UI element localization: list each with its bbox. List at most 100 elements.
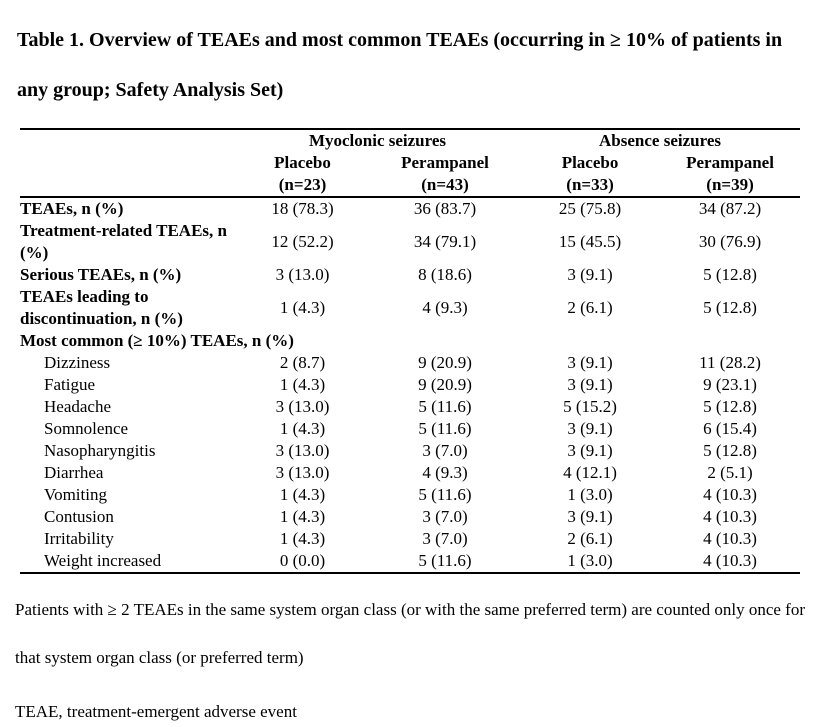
value-cell: 3 (9.1) [567,441,613,460]
col-header-n: (n=33) [566,175,614,194]
value-cell: 3 (9.1) [567,419,613,438]
col-header-drug: Perampanel [686,153,774,172]
value-cell: 4 (10.3) [703,485,757,504]
value-cell: 1 (4.3) [279,419,326,438]
group-header-absence: Absence seizures [599,131,722,150]
footnote-counting-rule: Patients with ≥ 2 TEAEs in the same syst… [15,600,806,667]
value-cell: 1 (4.3) [279,529,326,548]
value-cell: 3 (13.0) [275,463,330,482]
value-cell: 34 (87.2) [698,199,762,218]
table-row: Diarrhea 3 (13.0) 4 (9.3) 4 (12.1) 2 (5.1) [20,462,800,484]
table-row: TEAEs leading to discontinuation, n (%) 1… [20,286,800,330]
table-row: TEAEs, n (%) 18 (78.3) 36 (83.7) 25 (75.8) 3… [20,197,800,220]
value-cell: 4 (12.1) [563,463,617,482]
table-row: Irritability 1 (4.3) 3 (7.0) 2 (6.1) 4 (10.3… [20,528,800,550]
table-row: Vomiting 1 (4.3) 5 (11.6) 1 (3.0) 4 (10.3) [20,484,800,506]
table-row: Somnolence 1 (4.3) 5 (11.6) 3 (9.1) 6 (15.4) [20,418,800,440]
row-label: Weight increased [44,551,162,570]
value-cell: 1 (4.3) [279,375,326,394]
row-label: Dizziness [44,353,111,372]
empty-header-cell [20,174,235,197]
section-header-cell: Most common (≥ 10%) TEAEs, n (%) [20,331,294,350]
col-header-n: (n=23) [278,175,327,194]
value-cell: 5 (12.8) [703,397,757,416]
row-label: Nasopharyngitis [44,441,156,460]
col-header-drug: Perampanel [401,153,489,172]
empty-header-cell [20,152,235,174]
value-cell: 4 (10.3) [703,507,757,526]
row-label: Fatigue [44,375,95,394]
col-header-drug: Placebo [274,153,331,172]
value-cell: 3 (7.0) [422,507,468,526]
value-cell: 5 (12.8) [703,265,757,284]
value-cell: 18 (78.3) [271,199,334,218]
value-cell: 5 (15.2) [563,397,617,416]
table-row: Dizziness 2 (8.7) 9 (20.9) 3 (9.1) 11 (28.2) [20,352,800,374]
table-row: Nasopharyngitis 3 (13.0) 3 (7.0) 3 (9.1) 5 (… [20,440,800,462]
value-cell: 1 (3.0) [567,551,613,570]
value-cell: 3 (7.0) [422,529,468,548]
row-label: Headache [44,397,112,416]
table-row: Contusion 1 (4.3) 3 (7.0) 3 (9.1) 4 (10.3) [20,506,800,528]
n-header-row: (n=23) (n=43) (n=33) (n=39) [20,174,800,197]
row-label: Irritability [44,529,114,548]
table-header: Myoclonic seizures Absence seizures Plac… [20,129,801,197]
value-cell: 3 (13.0) [275,441,330,460]
empty-header-cell [20,129,235,152]
value-cell: 2 (6.1) [567,529,613,548]
value-cell: 5 (11.6) [418,419,472,438]
value-cell: 5 (12.8) [703,441,757,460]
value-cell: 5 (12.8) [703,298,757,317]
document-page: Table 1. Overview of TEAEs and most comm… [0,15,820,727]
value-cell: 0 (0.0) [279,551,326,570]
value-cell: 36 (83.7) [413,199,477,218]
value-cell: 4 (9.3) [422,298,468,317]
table-row: Headache 3 (13.0) 5 (11.6) 5 (15.2) 5 (12.8) [20,396,800,418]
footnote-abbreviation: TEAE, treatment-emergent adverse event [15,702,297,721]
value-cell: 30 (76.9) [698,232,762,251]
col-header-drug: Placebo [561,153,619,172]
value-cell: 34 (79.1) [413,232,477,251]
value-cell: 3 (9.1) [567,375,613,394]
table-row: Weight increased 0 (0.0) 5 (11.6) 1 (3.0) 4 … [20,550,800,573]
row-label: Vomiting [44,485,107,504]
value-cell: 9 (20.9) [418,375,472,394]
table-title: Table 1. Overview of TEAEs and most comm… [17,29,783,101]
table-row: Most common (≥ 10%) TEAEs, n (%) [20,330,800,352]
row-label: TEAEs leading to discontinuation, n (%) [20,287,183,328]
table-body: TEAEs, n (%) 18 (78.3) 36 (83.7) 25 (75.8) 3… [20,197,801,573]
value-cell: 2 (5.1) [707,463,753,482]
value-cell: 12 (52.2) [271,232,334,251]
value-cell: 3 (9.1) [567,353,613,372]
row-label: TEAEs, n (%) [20,199,124,218]
value-cell: 5 (11.6) [418,551,472,570]
value-cell: 1 (4.3) [279,298,326,317]
value-cell: 2 (6.1) [567,298,613,317]
row-label: Treatment-related TEAEs, n (%) [20,221,227,262]
table-row: Treatment-related TEAEs, n (%) 12 (52.2) 3… [20,220,800,264]
value-cell: 2 (8.7) [279,353,326,372]
drug-header-row: Placebo Perampanel Placebo Perampanel [20,152,800,174]
value-cell: 1 (3.0) [567,485,613,504]
value-cell: 3 (9.1) [567,265,613,284]
group-header-row: Myoclonic seizures Absence seizures [20,129,800,152]
value-cell: 25 (75.8) [558,199,622,218]
col-header-n: (n=39) [706,175,754,194]
value-cell: 1 (4.3) [279,485,326,504]
value-cell: 11 (28.2) [699,353,761,372]
row-label: Serious TEAEs, n (%) [20,265,182,284]
group-header-myoclonic: Myoclonic seizures [308,131,447,150]
value-cell: 4 (10.3) [703,529,757,548]
value-cell: 1 (4.3) [279,507,326,526]
col-header-n: (n=43) [421,175,469,194]
value-cell: 3 (7.0) [422,441,468,460]
value-cell: 9 (20.9) [418,353,472,372]
value-cell: 5 (11.6) [418,397,472,416]
value-cell: 3 (13.0) [275,265,330,284]
value-cell: 8 (18.6) [418,265,472,284]
row-label: Contusion [44,507,114,526]
value-cell: 4 (10.3) [703,551,757,570]
value-cell: 5 (11.6) [418,485,472,504]
row-label: Somnolence [44,419,129,438]
value-cell: 6 (15.4) [703,419,757,438]
